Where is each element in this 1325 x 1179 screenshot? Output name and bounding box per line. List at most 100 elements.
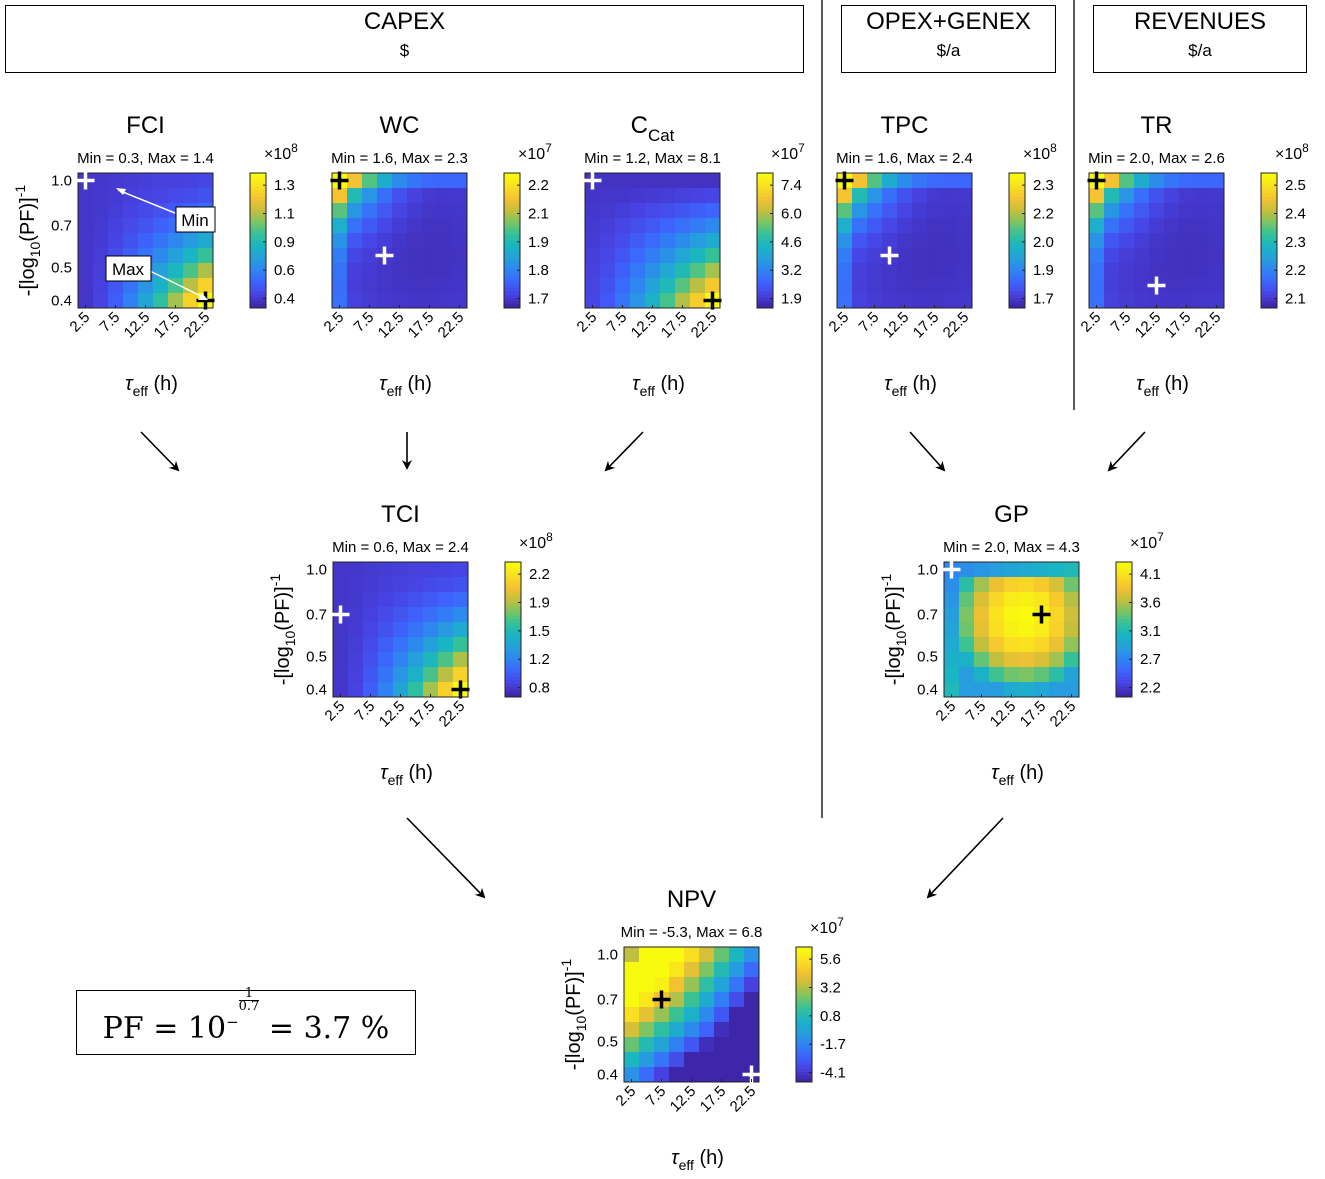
heatmap-cell (912, 278, 928, 294)
colorbar-segment (1009, 297, 1025, 302)
heatmap-cell (729, 962, 745, 978)
heatmap-cell (378, 562, 394, 578)
heatmap-cell (1164, 278, 1180, 294)
colorbar-segment (1009, 254, 1025, 258)
colorbar-segment (505, 626, 521, 630)
heatmap-cell (959, 622, 975, 638)
colorbar-segment (796, 997, 812, 1002)
heatmap-cell (1104, 203, 1120, 219)
colorbar-segment (505, 683, 521, 688)
heatmap-cell (645, 203, 661, 219)
heatmap-cell (1104, 248, 1120, 264)
heatmap-cell (944, 652, 960, 668)
heatmap-cell (645, 173, 661, 189)
heatmap-cell (882, 203, 898, 219)
colorbar-tick-label: 1.8 (528, 262, 549, 279)
heatmap-cell (630, 188, 646, 204)
heatmap-cell (452, 278, 468, 294)
capex-unit: $ (399, 41, 410, 60)
heatmap-cell (392, 278, 408, 294)
colorbar-tick-label: 2.1 (528, 206, 549, 223)
colorbar-segment (505, 575, 521, 580)
heatmap-cell (348, 577, 364, 593)
colorbar-segment (1116, 663, 1132, 668)
colorbar-segment (1009, 233, 1025, 238)
colorbar-segment (1009, 281, 1025, 285)
heatmap-cell (867, 203, 883, 219)
heatmap-cell (93, 233, 109, 249)
heatmap-cell (989, 682, 1005, 698)
heatmap-cell (423, 637, 439, 653)
heatmap-cell (393, 592, 409, 608)
heatmap-cell (393, 667, 409, 683)
heatmap-cell (897, 218, 913, 234)
colorbar-segment (1116, 632, 1132, 637)
heatmap-cell (699, 1052, 715, 1068)
heatmap-cell (423, 622, 439, 638)
colorbar-segment (504, 210, 520, 214)
heatmap-cells (624, 947, 760, 1083)
colorbar-exponent-power: 7 (798, 141, 805, 155)
heatmap-cell (837, 173, 853, 189)
x-axis-label-main: τ (380, 762, 389, 784)
heatmap-cell (705, 293, 721, 309)
colorbar-segment (250, 284, 266, 289)
heatmap-cell (729, 992, 745, 1008)
heatmap-cell (438, 622, 454, 638)
min-marker (1147, 276, 1166, 295)
heatmap-cell (974, 652, 990, 668)
heatmap-cell (639, 1052, 655, 1068)
colorbar-segment (1261, 277, 1277, 282)
heatmap-cell (705, 263, 721, 279)
heatmap-cell (957, 248, 973, 264)
heatmap-cell (927, 293, 943, 309)
heatmap-cell (437, 188, 453, 204)
heatmap-cell (377, 203, 393, 219)
colorbar-segment (796, 987, 812, 992)
heatmap-cell (1004, 592, 1020, 608)
heatmap-cell (957, 203, 973, 219)
heatmap-cell (123, 248, 139, 264)
heatmap-cell (153, 173, 169, 189)
colorbar-segment (796, 1004, 812, 1009)
heatmap-cell (1119, 218, 1135, 234)
heatmap-cell (1164, 263, 1180, 279)
heatmap-cell (837, 248, 853, 264)
colorbar-segment (250, 173, 266, 177)
heatmap-cell (422, 173, 438, 189)
colorbar-segment (1009, 250, 1025, 255)
heatmap-cell (1194, 218, 1210, 234)
heatmap-cell (393, 607, 409, 623)
heatmap-cell (1019, 682, 1035, 698)
colorbar-tick-label: 1.9 (529, 595, 550, 612)
heatmap-cell (183, 173, 199, 189)
x-tick-label: 22.5 (181, 309, 214, 342)
x-axis-label-sub: eff (1144, 383, 1159, 399)
colorbar-segment (505, 595, 521, 600)
colorbar-segment (1009, 304, 1025, 309)
colorbar-frame (756, 172, 774, 309)
colorbar-segment (1116, 646, 1132, 651)
colorbar-segment (504, 183, 520, 187)
heatmap-cell (347, 173, 363, 189)
heatmap-cell (392, 263, 408, 279)
min-annotation-label: Min (181, 211, 208, 230)
x-tick-label: 17.5 (406, 698, 439, 731)
heatmap-cell (1064, 622, 1080, 638)
heatmap-cell (332, 263, 348, 279)
colorbar-segment (250, 206, 266, 211)
heatmap-cell (1049, 682, 1065, 698)
heatmap-cell (452, 188, 468, 204)
colorbar-segment (1116, 636, 1132, 641)
heatmap-cell (669, 947, 685, 963)
x-axis-label: τeff (h) (884, 373, 937, 399)
heatmap-cell (438, 592, 454, 608)
heatmap-cell (957, 173, 973, 189)
colorbar-segment (250, 200, 266, 204)
heatmap-cell (153, 278, 169, 294)
colorbar-segment (1009, 237, 1025, 241)
heatmap-cell (660, 248, 676, 264)
heatmap-cell (669, 992, 685, 1008)
x-tick-label: 22.5 (435, 309, 468, 342)
heatmap-cell (392, 233, 408, 249)
